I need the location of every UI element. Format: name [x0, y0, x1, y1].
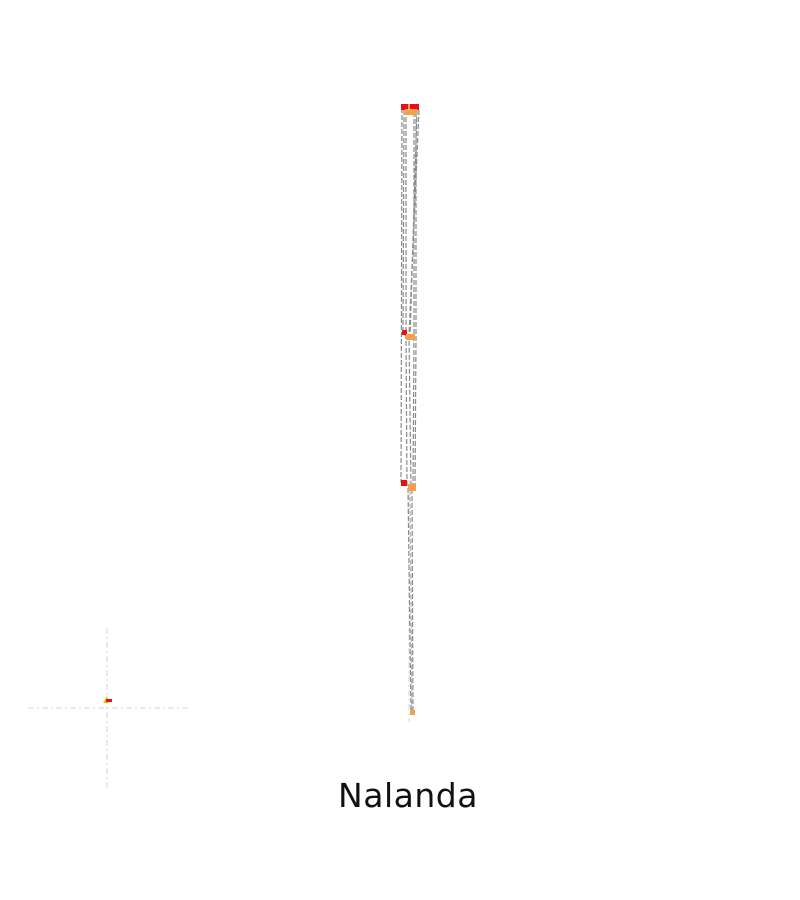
route-lines — [400, 107, 420, 714]
route-lower-a — [407, 487, 412, 714]
marker-top-red-tick — [408, 104, 410, 110]
compass-crosshair — [28, 628, 188, 788]
marker-lower-red — [401, 480, 407, 486]
marker-lower-orange — [408, 484, 416, 491]
marker-top-orange — [405, 109, 417, 115]
compass-red-marker — [106, 699, 112, 702]
marker-bottom-orange — [410, 710, 415, 715]
route-lower-c — [409, 489, 413, 714]
route-right-a — [412, 112, 415, 489]
route-markers — [401, 104, 419, 715]
diagram-caption: Nalanda — [338, 776, 478, 815]
route-right-b — [414, 112, 417, 491]
route-lower-b — [411, 488, 414, 714]
marker-middle-red — [402, 330, 407, 335]
marker-middle-orange — [406, 334, 415, 340]
route-center-a — [405, 110, 408, 487]
